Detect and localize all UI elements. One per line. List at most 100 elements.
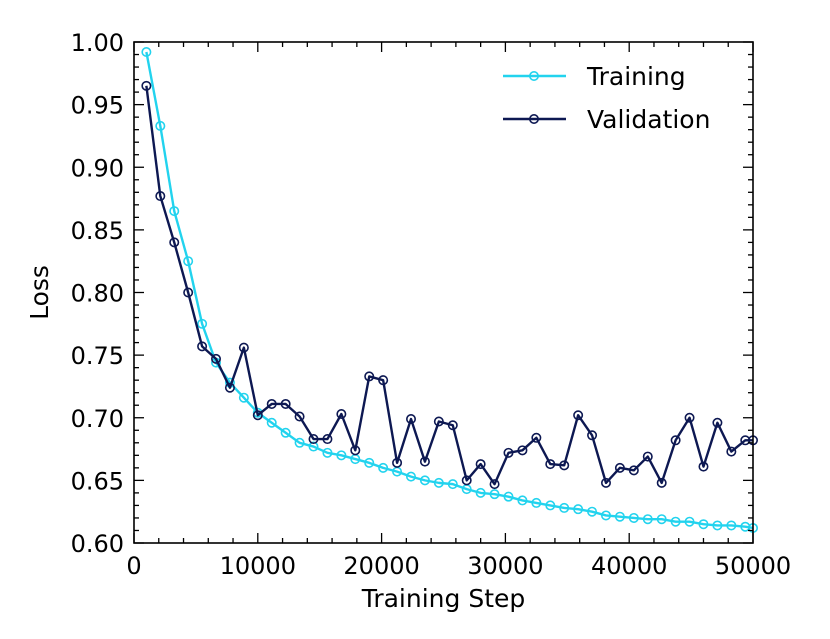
data-point-validation [406, 414, 417, 425]
data-point-training [587, 506, 598, 517]
data-point-validation [280, 398, 291, 409]
data-point-validation [224, 382, 235, 393]
data-point-validation [350, 445, 361, 456]
data-point-training [378, 462, 389, 473]
data-point-training [406, 471, 417, 482]
data-point-training [614, 511, 625, 522]
data-point-training [183, 256, 194, 267]
data-point-validation [600, 477, 611, 488]
data-point-validation [698, 461, 709, 472]
data-point-training [336, 450, 347, 461]
x-tick-label: 40000 [591, 552, 667, 580]
x-tick-label: 20000 [343, 552, 419, 580]
data-point-training [573, 504, 584, 515]
data-point-validation [447, 420, 458, 431]
data-point-training [517, 495, 528, 506]
data-point-training [698, 519, 709, 530]
data-point-validation [252, 410, 263, 421]
legend-label: Training [586, 62, 686, 91]
plot-area [141, 47, 758, 533]
data-point-validation [294, 411, 305, 422]
data-point-validation [489, 479, 500, 490]
data-point-validation [197, 341, 208, 352]
data-point-validation [308, 434, 319, 445]
data-point-validation [433, 416, 444, 427]
data-point-validation [336, 408, 347, 419]
data-point-validation [238, 342, 249, 353]
data-point-training [294, 437, 305, 448]
data-point-validation [614, 462, 625, 473]
data-point-validation [211, 353, 222, 364]
data-point-validation [531, 432, 542, 443]
data-point-validation [712, 417, 723, 428]
data-point-training [197, 318, 208, 329]
y-axis-title: Loss [25, 265, 54, 320]
x-tick-label: 30000 [467, 552, 543, 580]
data-point-validation [503, 447, 514, 458]
y-tick-label: 1.00 [71, 29, 124, 57]
data-point-training [155, 120, 166, 131]
legend-swatch-marker [528, 114, 539, 125]
data-point-training [628, 512, 639, 523]
data-point-validation [392, 457, 403, 468]
data-point-validation [155, 191, 166, 202]
data-point-validation [642, 451, 653, 462]
data-point-training [559, 502, 570, 513]
data-point-validation [559, 460, 570, 471]
y-tick-label: 0.60 [71, 530, 124, 558]
x-tick-label: 0 [126, 552, 141, 580]
data-point-training [684, 516, 695, 527]
data-point-validation [684, 412, 695, 423]
series-validation [141, 80, 758, 490]
data-point-validation [169, 237, 180, 248]
data-point-training [419, 475, 430, 486]
x-tick-label: 50000 [715, 552, 791, 580]
plot-frame [133, 41, 754, 544]
data-point-validation [419, 456, 430, 467]
data-point-training [475, 487, 486, 498]
data-point-validation [670, 435, 681, 446]
data-point-validation [322, 434, 333, 445]
data-point-validation [183, 287, 194, 298]
data-point-training [322, 447, 333, 458]
data-point-training [447, 479, 458, 490]
data-point-validation [378, 375, 389, 386]
data-point-validation [656, 477, 667, 488]
y-tick-label: 0.70 [71, 405, 124, 433]
data-point-training [503, 491, 514, 502]
data-point-training [531, 497, 542, 508]
data-point-validation [517, 445, 528, 456]
x-tick-label: 10000 [220, 552, 296, 580]
legend-label: Validation [587, 105, 710, 134]
data-point-validation [587, 430, 598, 441]
data-point-training [600, 510, 611, 521]
data-point-training [712, 520, 723, 531]
data-point-training [670, 516, 681, 527]
data-point-training [642, 514, 653, 525]
data-point-training [169, 206, 180, 217]
data-point-validation [461, 475, 472, 486]
y-tick-label: 0.85 [71, 217, 124, 245]
data-point-training [308, 441, 319, 452]
data-point-training [726, 520, 737, 531]
data-point-training [238, 392, 249, 403]
tick-labels: 0 10000 20000 30000 40000 50000 0.60 0.65 0.70 0.… [71, 29, 792, 580]
data-point-validation [573, 410, 584, 421]
series-training [141, 47, 758, 533]
y-tick-label: 0.80 [71, 280, 124, 308]
data-point-training [489, 489, 500, 500]
x-axis-title: Training Step [361, 584, 526, 613]
data-point-training [433, 477, 444, 488]
data-point-validation [141, 80, 152, 91]
y-tick-label: 0.75 [71, 342, 124, 370]
data-point-validation [545, 459, 556, 470]
data-point-training [364, 457, 375, 468]
y-tick-label: 0.90 [71, 154, 124, 182]
data-point-validation [475, 459, 486, 470]
data-point-validation [364, 371, 375, 382]
y-tick-label: 0.65 [71, 467, 124, 495]
data-point-training [656, 514, 667, 525]
data-point-validation [628, 465, 639, 476]
data-point-training [545, 500, 556, 511]
